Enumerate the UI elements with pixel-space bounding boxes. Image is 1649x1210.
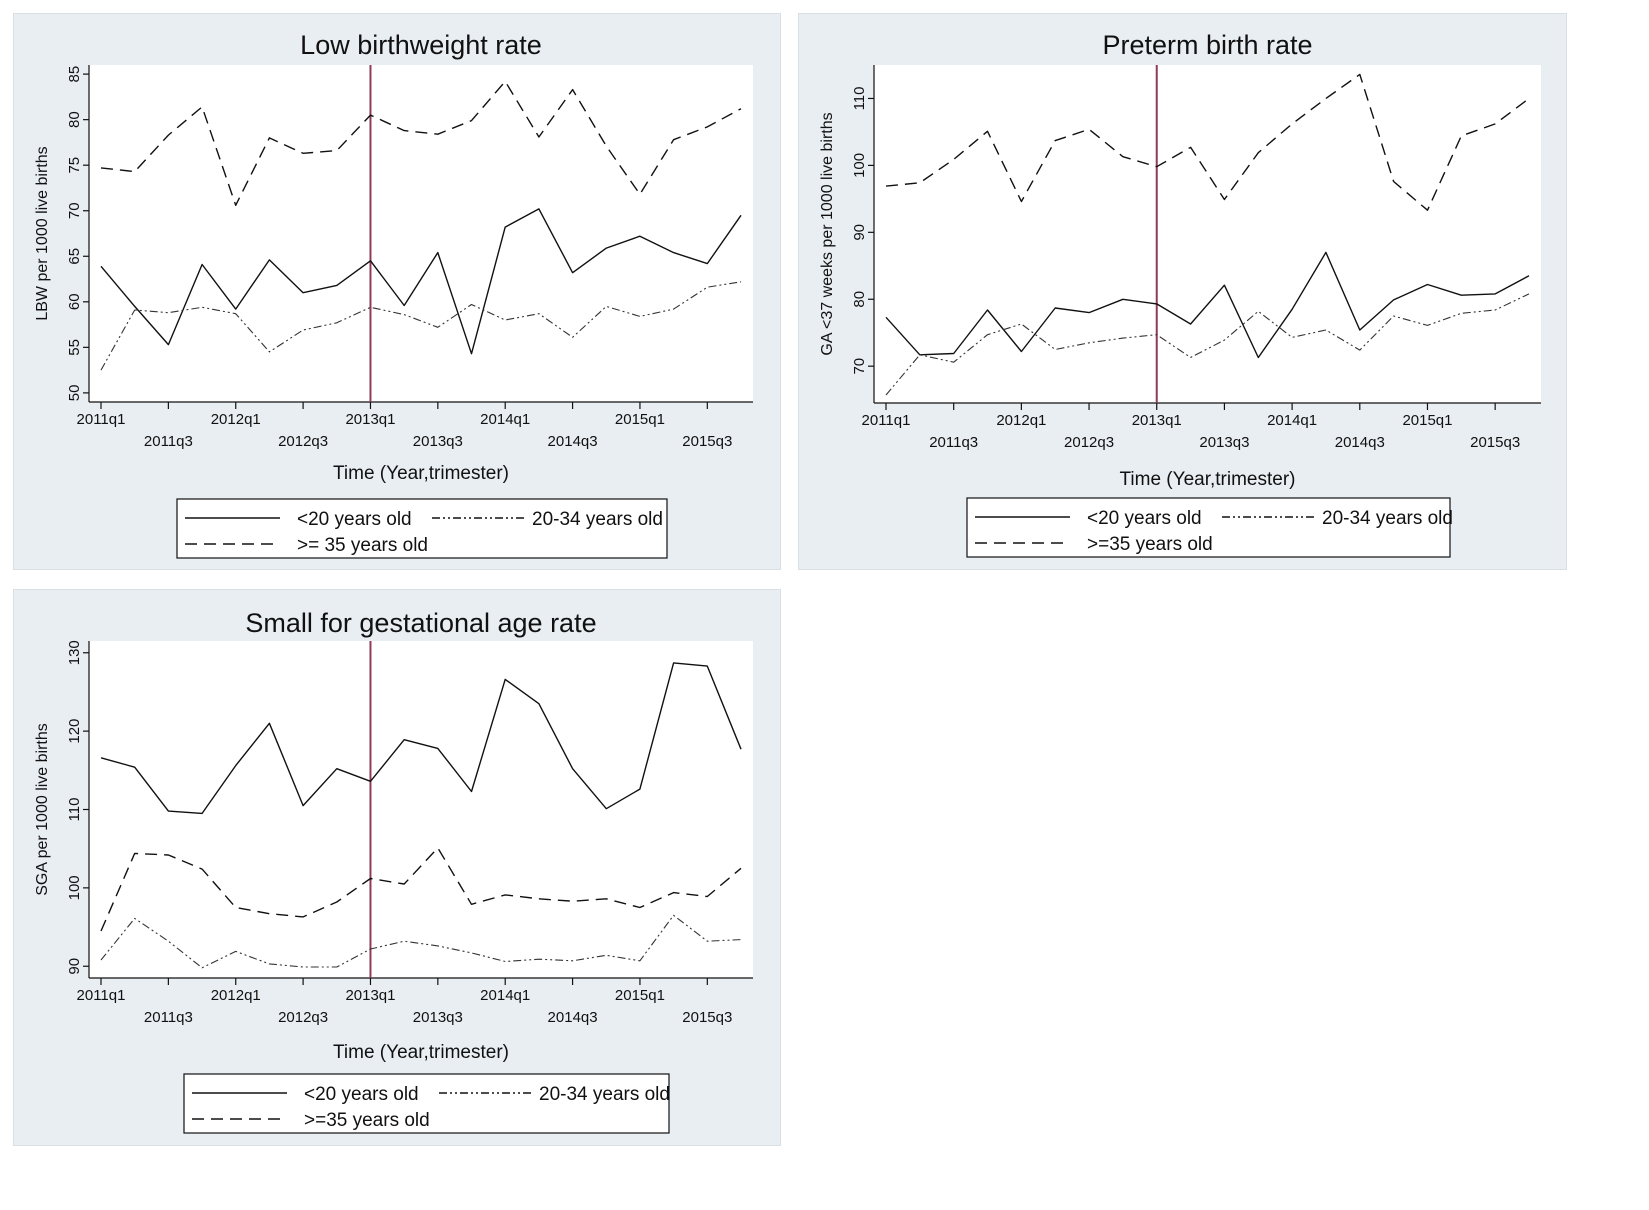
x-tick-label: 2015q3 [1470, 434, 1520, 451]
y-tick-label: 110 [66, 798, 83, 822]
x-tick-label: 2014q1 [480, 987, 530, 1004]
series-line [100, 208, 742, 355]
x-axis-title: Time (Year,trimester) [1120, 469, 1296, 490]
legend-label: 20-34 years old [539, 1084, 670, 1105]
chart-title: Preterm birth rate [1102, 30, 1312, 60]
y-axis-title: LBW per 1000 live births [34, 146, 51, 320]
x-tick-label: 2012q3 [278, 433, 328, 450]
y-tick-label: 70 [851, 358, 868, 375]
series-20-34 [100, 281, 742, 371]
x-tick-label: 2013q1 [345, 411, 395, 428]
series-under-20 [100, 208, 742, 355]
chart-panel-low-birthweight: Low birthweight rate 50 55 60 65 70 75 80 85 LBW … [13, 13, 781, 570]
y-tick-label: 130 [66, 640, 83, 665]
x-tick-label: 2012q1 [211, 987, 261, 1004]
x-tick-label: 2011q3 [929, 434, 978, 451]
y-tick-label: 120 [66, 719, 83, 744]
x-tick-label: 2012q1 [211, 411, 261, 428]
series-35-plus [885, 73, 1530, 211]
legend-label: >= 35 years old [297, 535, 428, 556]
chart-title: Small for gestational age rate [245, 608, 596, 638]
y-tick-label: 65 [66, 248, 83, 265]
x-tick-label: 2013q3 [413, 433, 463, 450]
x-tick-label: 2014q1 [480, 411, 530, 428]
series-line [100, 281, 742, 371]
x-tick-label: 2015q3 [682, 1009, 732, 1026]
legend-label: <20 years old [297, 509, 412, 530]
series-under-20 [100, 662, 742, 815]
series-line [885, 251, 1530, 359]
y-tick-label: 55 [66, 339, 83, 356]
x-tick-label: 2013q1 [1132, 412, 1182, 429]
y-tick-label: 60 [66, 293, 83, 310]
chart-panel-preterm-birth: Preterm birth rate 70 80 90 100 110 GA <37 wee… [798, 13, 1567, 570]
chart-svg: Preterm birth rate 70 80 90 100 110 GA <37 wee… [819, 30, 1541, 558]
y-tick-label: 90 [66, 958, 83, 975]
plot-area [89, 641, 753, 978]
x-tick-label: 2013q3 [413, 1009, 463, 1026]
y-tick-label: 50 [66, 385, 83, 402]
x-tick-label: 2013q1 [345, 987, 395, 1004]
x-tick-label: 2011q1 [77, 411, 126, 428]
x-tick-label: 2013q3 [1199, 434, 1249, 451]
series-20-34 [100, 914, 742, 969]
x-tick-label: 2011q1 [77, 987, 126, 1004]
x-tick-label: 2015q1 [615, 411, 665, 428]
series-35-plus [100, 80, 742, 207]
legend-box [183, 1073, 670, 1134]
x-tick-label: 2011q1 [862, 412, 911, 429]
series-line [100, 914, 742, 969]
y-tick-label: 110 [851, 87, 868, 111]
x-tick-label: 2012q3 [1064, 434, 1114, 451]
legend-label: >=35 years old [1087, 534, 1213, 555]
y-axis-title: GA <37 weeks per 1000 live births [819, 112, 836, 355]
x-tick-label: 2015q1 [1402, 412, 1452, 429]
legend-box [966, 497, 1451, 558]
x-axis-title: Time (Year,trimester) [333, 1042, 509, 1063]
plot-area [89, 65, 753, 402]
legend-label: >=35 years old [304, 1110, 430, 1131]
plot-area [874, 65, 1541, 403]
y-axis-title: SGA per 1000 live births [34, 723, 51, 896]
x-tick-label: 2014q1 [1267, 412, 1317, 429]
legend-label: 20-34 years old [532, 509, 663, 530]
series-line [100, 847, 742, 932]
legend-label: <20 years old [304, 1084, 419, 1105]
x-tick-label: 2011q3 [144, 433, 193, 450]
x-tick-label: 2014q3 [548, 1009, 598, 1026]
x-tick-label: 2014q3 [1335, 434, 1385, 451]
x-tick-label: 2015q3 [682, 433, 732, 450]
y-tick-label: 80 [66, 111, 83, 128]
x-tick-label: 2015q1 [615, 987, 665, 1004]
chart-panel-small-for-gestational-age: Small for gestational age rate 90 100 110 12… [13, 589, 781, 1146]
y-tick-label: 100 [66, 875, 83, 900]
x-tick-label: 2012q3 [278, 1009, 328, 1026]
chart-title: Low birthweight rate [300, 30, 542, 60]
x-tick-label: 2014q3 [548, 433, 598, 450]
series-line [100, 662, 742, 815]
y-tick-label: 85 [66, 66, 83, 83]
legend-box [176, 498, 668, 559]
x-tick-label: 2011q3 [144, 1009, 193, 1026]
legend-label: <20 years old [1087, 508, 1202, 529]
series-line [885, 73, 1530, 211]
legend-label: 20-34 years old [1322, 508, 1453, 529]
y-tick-label: 70 [66, 202, 83, 219]
x-tick-label: 2012q1 [996, 412, 1046, 429]
series-under-20 [885, 251, 1530, 359]
y-tick-label: 90 [851, 224, 868, 241]
x-axis-title: Time (Year,trimester) [333, 463, 509, 484]
y-tick-label: 80 [851, 291, 868, 308]
chart-svg: Small for gestational age rate 90 100 110 12… [34, 608, 753, 1134]
y-tick-label: 75 [66, 157, 83, 174]
chart-svg: Low birthweight rate 50 55 60 65 70 75 80 85 LBW … [34, 30, 753, 559]
y-tick-label: 100 [851, 153, 868, 178]
series-line [100, 80, 742, 207]
series-35-plus [100, 847, 742, 932]
